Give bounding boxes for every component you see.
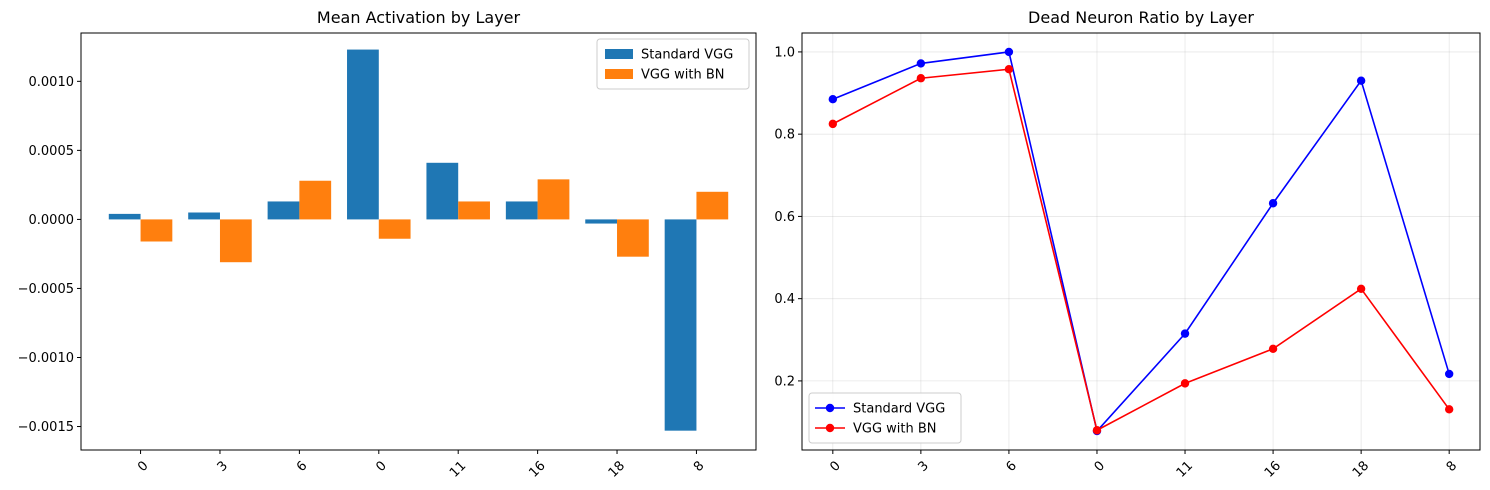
x-tick-label: 8	[691, 458, 707, 474]
data-point	[828, 119, 838, 129]
data-point	[1092, 426, 1102, 435]
bar	[219, 219, 252, 263]
data-point	[1356, 284, 1366, 293]
bar	[299, 180, 332, 220]
data-point	[916, 59, 926, 68]
legend: Standard VGG VGG with BN	[808, 392, 962, 444]
legend-label: Standard VGG	[853, 402, 945, 417]
x-tick-label: 18	[1350, 458, 1372, 480]
data-point	[1268, 344, 1278, 354]
data-point	[1180, 379, 1190, 388]
bar	[108, 213, 141, 220]
plot-area-frame	[801, 32, 1481, 451]
bar	[537, 179, 570, 220]
x-tick-label: 6	[294, 458, 310, 474]
bar	[267, 201, 300, 220]
data-point	[1444, 369, 1454, 379]
y-tick-label: −0.0015	[18, 420, 74, 435]
legend-marker	[825, 423, 835, 433]
legend-label: VGG with BN	[853, 422, 937, 437]
data-point	[1268, 199, 1278, 208]
legend-box	[808, 392, 962, 444]
series-line	[832, 51, 1450, 433]
bar	[188, 212, 220, 220]
bar	[458, 201, 490, 220]
data-point	[828, 95, 838, 104]
data-point	[1180, 329, 1190, 338]
legend: Standard VGG VGG with BN	[596, 38, 750, 90]
y-tick-label: 1.0	[774, 45, 795, 60]
plot-area-frame	[80, 32, 757, 451]
x-tick-label: 0	[827, 458, 843, 474]
y-tick-label: 0.0005	[29, 144, 75, 159]
bar	[505, 201, 538, 220]
y-tick-label: 0.2	[774, 374, 795, 389]
legend-label: VGG with BN	[641, 68, 725, 83]
x-tick-label: 3	[215, 458, 231, 474]
bar	[347, 49, 379, 220]
x-tick-label: 0	[135, 458, 151, 474]
y-tick-label: 0.0000	[29, 213, 75, 228]
legend-swatch	[605, 69, 633, 79]
series-line	[832, 68, 1450, 432]
x-tick-label: 11	[447, 458, 469, 480]
data-point	[916, 74, 926, 83]
legend-marker	[825, 403, 835, 413]
bar	[378, 219, 411, 239]
bar	[585, 219, 618, 224]
x-tick-label: 6	[1004, 458, 1020, 474]
y-tick-label: −0.0010	[18, 351, 74, 366]
y-tick-label: 0.6	[774, 210, 795, 225]
x-tick-label: 16	[1262, 458, 1284, 480]
bar	[426, 162, 459, 220]
data-point	[1356, 76, 1366, 85]
bar	[696, 191, 729, 220]
chart-dead-neuron-ratio: Dead Neuron Ratio by Layer 0.2 0.4 0.6 0.8 1…	[774, 8, 1481, 481]
x-tick-label: 11	[1174, 458, 1196, 480]
x-tick-label: 18	[606, 458, 628, 480]
legend-label: Standard VGG	[641, 48, 733, 63]
chart-title: Dead Neuron Ratio by Layer	[1028, 8, 1254, 27]
data-point	[1444, 405, 1454, 414]
bar	[617, 219, 649, 257]
x-tick-label: 8	[1444, 458, 1460, 474]
data-point	[1004, 64, 1014, 74]
data-point	[1004, 47, 1014, 57]
chart-mean-activation: Mean Activation by Layer −0.0015 −0.0010 −…	[18, 8, 757, 481]
y-tick-label: 0.4	[774, 292, 795, 307]
legend-swatch	[605, 49, 633, 59]
y-tick-label: 0.8	[774, 128, 795, 143]
y-tick-label: −0.0005	[18, 282, 74, 297]
y-tick-label: 0.0010	[29, 75, 75, 90]
chart-title: Mean Activation by Layer	[317, 8, 521, 27]
bar	[664, 219, 697, 431]
legend-box	[596, 38, 750, 90]
x-tick-label: 16	[526, 458, 548, 480]
x-tick-label: 0	[1092, 458, 1108, 474]
x-tick-label: 3	[915, 458, 931, 474]
bar	[140, 219, 173, 242]
x-tick-label: 0	[373, 458, 389, 474]
